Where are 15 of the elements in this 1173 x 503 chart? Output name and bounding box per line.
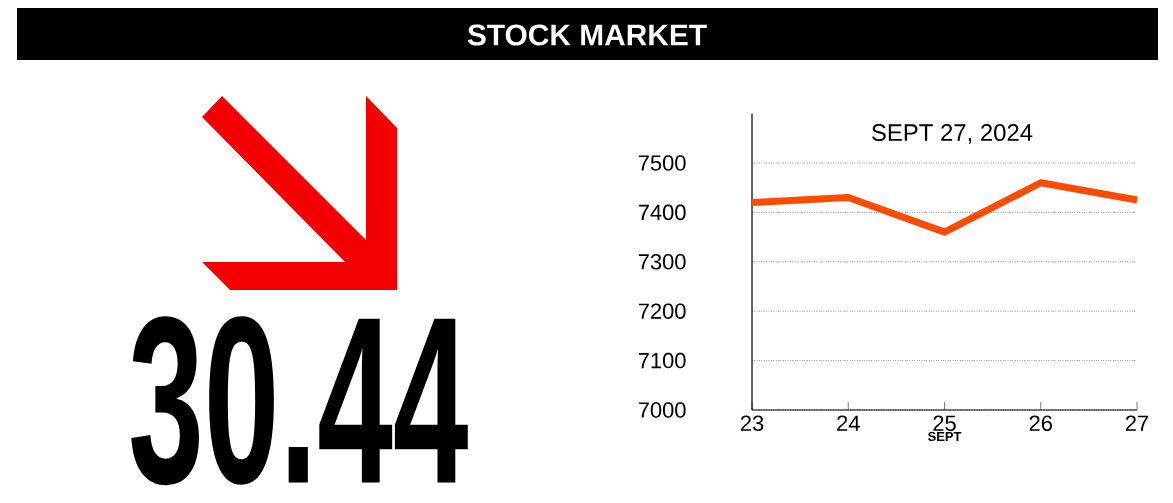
y-tick-label: 7300: [638, 254, 686, 270]
x-axis-title: SEPT: [927, 431, 962, 442]
text: 30.44: [131, 316, 468, 486]
x-tick-label: 27: [1125, 415, 1149, 431]
y-tick-label: 7500: [638, 155, 686, 171]
chart-title: STOCK MARKET: [467, 24, 707, 46]
y-tick-label: 7200: [638, 303, 686, 319]
y-tick-label: 7100: [638, 352, 686, 369]
x-tick-label: 23: [740, 415, 764, 432]
chart-subtitle: SEPT 27, 2024: [872, 124, 1033, 144]
x-tick-label: 26: [1029, 415, 1052, 432]
y-tick-label: 7400: [638, 204, 686, 221]
y-tick-label: 7000: [638, 402, 686, 418]
x-tick-label: 24: [837, 415, 860, 431]
x-tick-label: 25: [933, 415, 956, 432]
